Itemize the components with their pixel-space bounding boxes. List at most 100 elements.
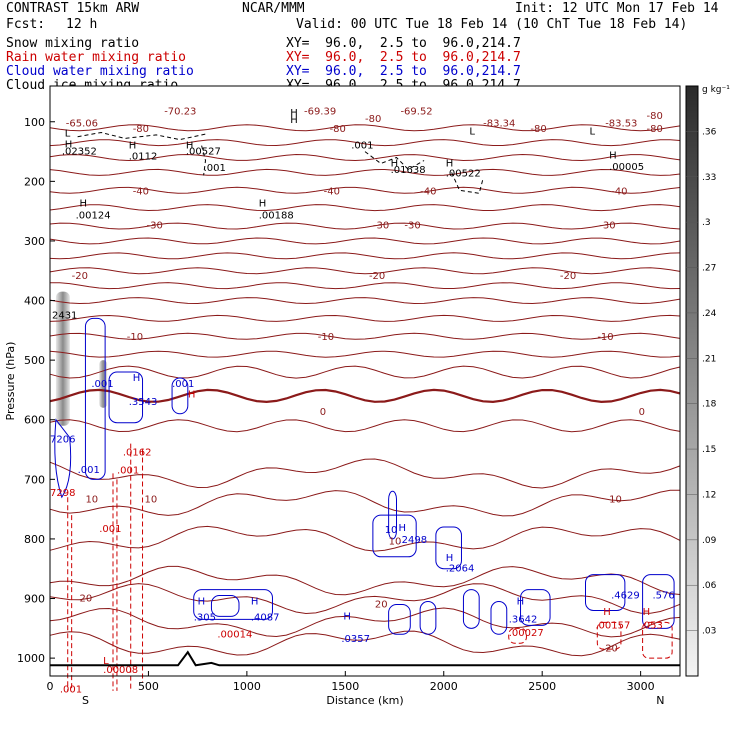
colorbar-tick-label: .09 <box>702 536 717 546</box>
cloud-water-contour <box>210 595 240 617</box>
cloud-water-label: .4629 <box>611 591 640 602</box>
colorbar-gradient <box>685 85 699 677</box>
ice-label: H <box>80 198 88 209</box>
field-cloudwater-name: Cloud water mixing ratio <box>6 64 194 79</box>
cloud-water-label: 10 <box>385 525 398 536</box>
cloud-water-label: H <box>251 596 259 607</box>
temp-contour <box>49 297 681 305</box>
temp-label: -80 <box>365 114 381 125</box>
cloud-water-label: H <box>133 373 141 384</box>
temp-label: -30 <box>404 220 420 231</box>
rain-water-contours <box>67 443 673 691</box>
cloud-water-contour <box>585 574 626 611</box>
temp-label: -80 <box>133 124 149 135</box>
ice-label: .00124 <box>76 210 111 221</box>
x-tick-label: 0 <box>47 680 54 693</box>
ice-label: .001 <box>351 141 373 152</box>
y-tick-label: 300 <box>24 235 45 248</box>
temp-contour <box>49 252 681 260</box>
y-tick-label: 800 <box>24 533 45 546</box>
ice-label: H <box>129 141 137 152</box>
cloud-water-contour <box>108 371 144 424</box>
cloud-water-contour <box>388 603 411 635</box>
temp-label: -40 <box>611 186 627 197</box>
ice-label: H <box>290 108 298 119</box>
rain-contour <box>508 627 527 644</box>
plot-frame <box>49 85 681 677</box>
fcst-label: Fcst: <box>6 17 46 32</box>
x-axis-label: Distance (km) <box>326 694 403 707</box>
temp-contour <box>49 583 681 615</box>
temp-label: -80 <box>647 111 663 122</box>
temp-label: -20 <box>72 271 88 282</box>
x-end-label-left: S <box>82 694 89 707</box>
field-cloudwater-xy: XY= 96.0, 2.5 to 96.0,214.7 <box>286 64 521 79</box>
temp-contour <box>49 458 681 489</box>
ice-label: L <box>65 129 71 140</box>
cloud-water-label: .001 <box>172 379 194 390</box>
cloud-water-contour <box>171 377 189 415</box>
temp-label: 20 <box>605 644 618 655</box>
cloud-water-contour <box>372 514 417 558</box>
x-tick-label: 3000 <box>627 680 655 693</box>
temp-contour <box>49 419 681 433</box>
temp-label: -80 <box>530 124 546 135</box>
rain-label: .001 <box>60 685 82 696</box>
cloud-water-label: .001 <box>91 379 113 390</box>
ice-label: .0112 <box>129 151 158 162</box>
temp-label: -83.53 <box>605 119 637 130</box>
temp-label: 10 <box>609 495 622 506</box>
temp-label: -83.34 <box>483 119 515 130</box>
temp-label: -10 <box>597 332 613 343</box>
cloud-water-label: H <box>517 596 525 607</box>
cloud-water-contour <box>462 589 480 629</box>
cloud-water-label: H <box>446 553 454 564</box>
temp-label: -10 <box>127 332 143 343</box>
plot-background <box>50 86 680 676</box>
cloud-water-label: .0357 <box>341 634 370 645</box>
cloud-water-label: H <box>198 596 206 607</box>
temp-contour <box>49 314 681 322</box>
cloud-water-label: .576 <box>652 591 674 602</box>
cloud-water-label: .305 <box>194 613 216 624</box>
y-tick-label: 900 <box>24 593 45 606</box>
ice-label: H <box>391 158 399 169</box>
cloud-water-contour <box>419 601 437 635</box>
ice-label: H <box>290 115 298 126</box>
terrain-line <box>50 650 680 667</box>
rain-label: .00008 <box>103 665 138 676</box>
ice-label: .00527 <box>186 147 221 158</box>
rain-label: .0162 <box>123 447 152 458</box>
ice-label: .00522 <box>446 169 481 180</box>
rain-label: H <box>603 607 611 618</box>
colorbar-tick-label: .12 <box>702 490 716 500</box>
rain-label: .053 <box>641 620 663 631</box>
temp-label: -30 <box>373 220 389 231</box>
ice-label: H <box>65 139 73 150</box>
cloud-water-contour <box>193 589 273 620</box>
temp-label: 10 <box>389 536 402 547</box>
field-snow-xy: XY= 96.0, 2.5 to 96.0,214.7 <box>286 36 521 51</box>
rain-label: .001 <box>99 524 121 535</box>
colorbar: .36 .33 .3 .27 .24 .21 .18 .15 .12 .09 .06 .03 g kg⁻… <box>685 85 730 677</box>
temp-label: 10 <box>145 495 158 506</box>
temp-label: -30 <box>599 220 615 231</box>
ice-label: H <box>186 141 194 152</box>
temp-contour <box>50 282 681 290</box>
colorbar-tick-label: .03 <box>702 627 716 637</box>
cloud-water-contour <box>54 418 72 499</box>
temp-label: -40 <box>324 186 340 197</box>
cloud-water-contour <box>520 589 551 626</box>
colorbar-tick-label: .27 <box>702 264 716 274</box>
colorbar-tick-label: .06 <box>702 581 717 591</box>
ice-label: L <box>589 126 595 137</box>
rain-label: .00157 <box>595 620 630 631</box>
temp-contour <box>49 186 681 194</box>
y-axis-label: Pressure (hPa) <box>4 342 17 421</box>
x-tick-label: 2000 <box>430 680 458 693</box>
ice-label: .02352 <box>62 147 97 158</box>
fcst-value: 12 h <box>66 17 98 32</box>
ice-label: H <box>446 158 454 169</box>
